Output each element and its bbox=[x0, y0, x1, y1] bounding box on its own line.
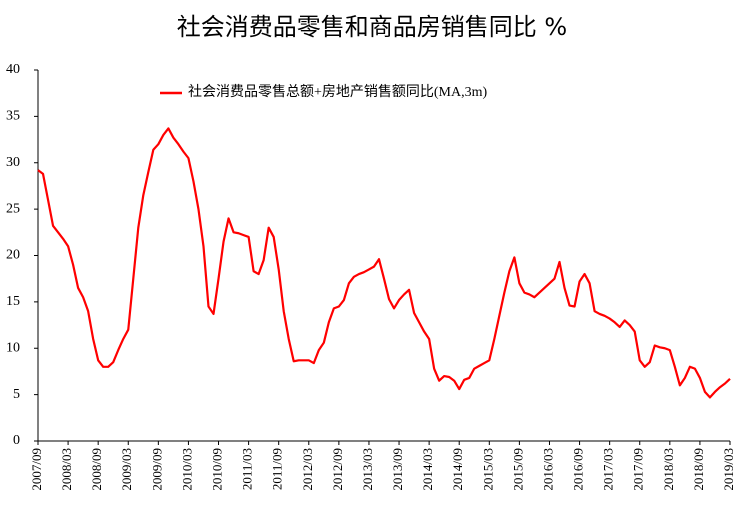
legend-label: 社会消费品零售总额+房地产销售额同比(MA,3m) bbox=[188, 84, 488, 100]
x-tick-label: 2016/03 bbox=[540, 448, 555, 491]
x-tick-label: 2009/03 bbox=[119, 448, 134, 491]
y-tick-label: 10 bbox=[6, 340, 20, 355]
y-tick-label: 25 bbox=[6, 201, 20, 216]
x-tick-label: 2010/09 bbox=[210, 448, 225, 491]
x-tick-label: 2017/03 bbox=[601, 448, 616, 491]
x-tick-label: 2016/09 bbox=[571, 448, 586, 491]
y-tick-label: 5 bbox=[13, 387, 20, 402]
x-tick-label: 2012/09 bbox=[330, 448, 345, 491]
x-tick-label: 2013/03 bbox=[360, 448, 375, 491]
y-tick-label: 20 bbox=[6, 248, 20, 263]
x-tick-label: 2008/09 bbox=[89, 448, 104, 491]
x-tick-label: 2014/03 bbox=[420, 448, 435, 491]
x-tick-label: 2011/09 bbox=[270, 448, 285, 490]
y-tick-label: 40 bbox=[6, 62, 20, 77]
x-tick-label: 2019/03 bbox=[721, 448, 736, 491]
data-line bbox=[37, 127, 731, 399]
x-tick-label: 2008/03 bbox=[59, 448, 74, 491]
x-tick-label: 2015/09 bbox=[510, 448, 525, 491]
x-tick-label: 2009/09 bbox=[149, 448, 164, 491]
x-tick-label: 2018/03 bbox=[661, 448, 676, 491]
x-tick-label: 2017/09 bbox=[631, 448, 646, 491]
chart-title: 社会消费品零售和商品房销售同比 % bbox=[177, 13, 567, 41]
y-tick-label: 0 bbox=[13, 433, 20, 448]
x-tick-label: 2010/03 bbox=[179, 448, 194, 491]
x-tick-label: 2011/03 bbox=[240, 448, 255, 490]
y-tick-label: 30 bbox=[6, 155, 20, 170]
x-tick-label: 2018/09 bbox=[691, 448, 706, 491]
x-tick-label: 2014/09 bbox=[450, 448, 465, 491]
x-tick-label: 2012/03 bbox=[300, 448, 315, 491]
y-tick-label: 15 bbox=[6, 294, 20, 309]
x-tick-label: 2007/09 bbox=[29, 448, 44, 491]
y-tick-label: 35 bbox=[6, 109, 20, 124]
x-tick-label: 2013/09 bbox=[390, 448, 405, 491]
x-tick-label: 2015/03 bbox=[480, 448, 495, 491]
